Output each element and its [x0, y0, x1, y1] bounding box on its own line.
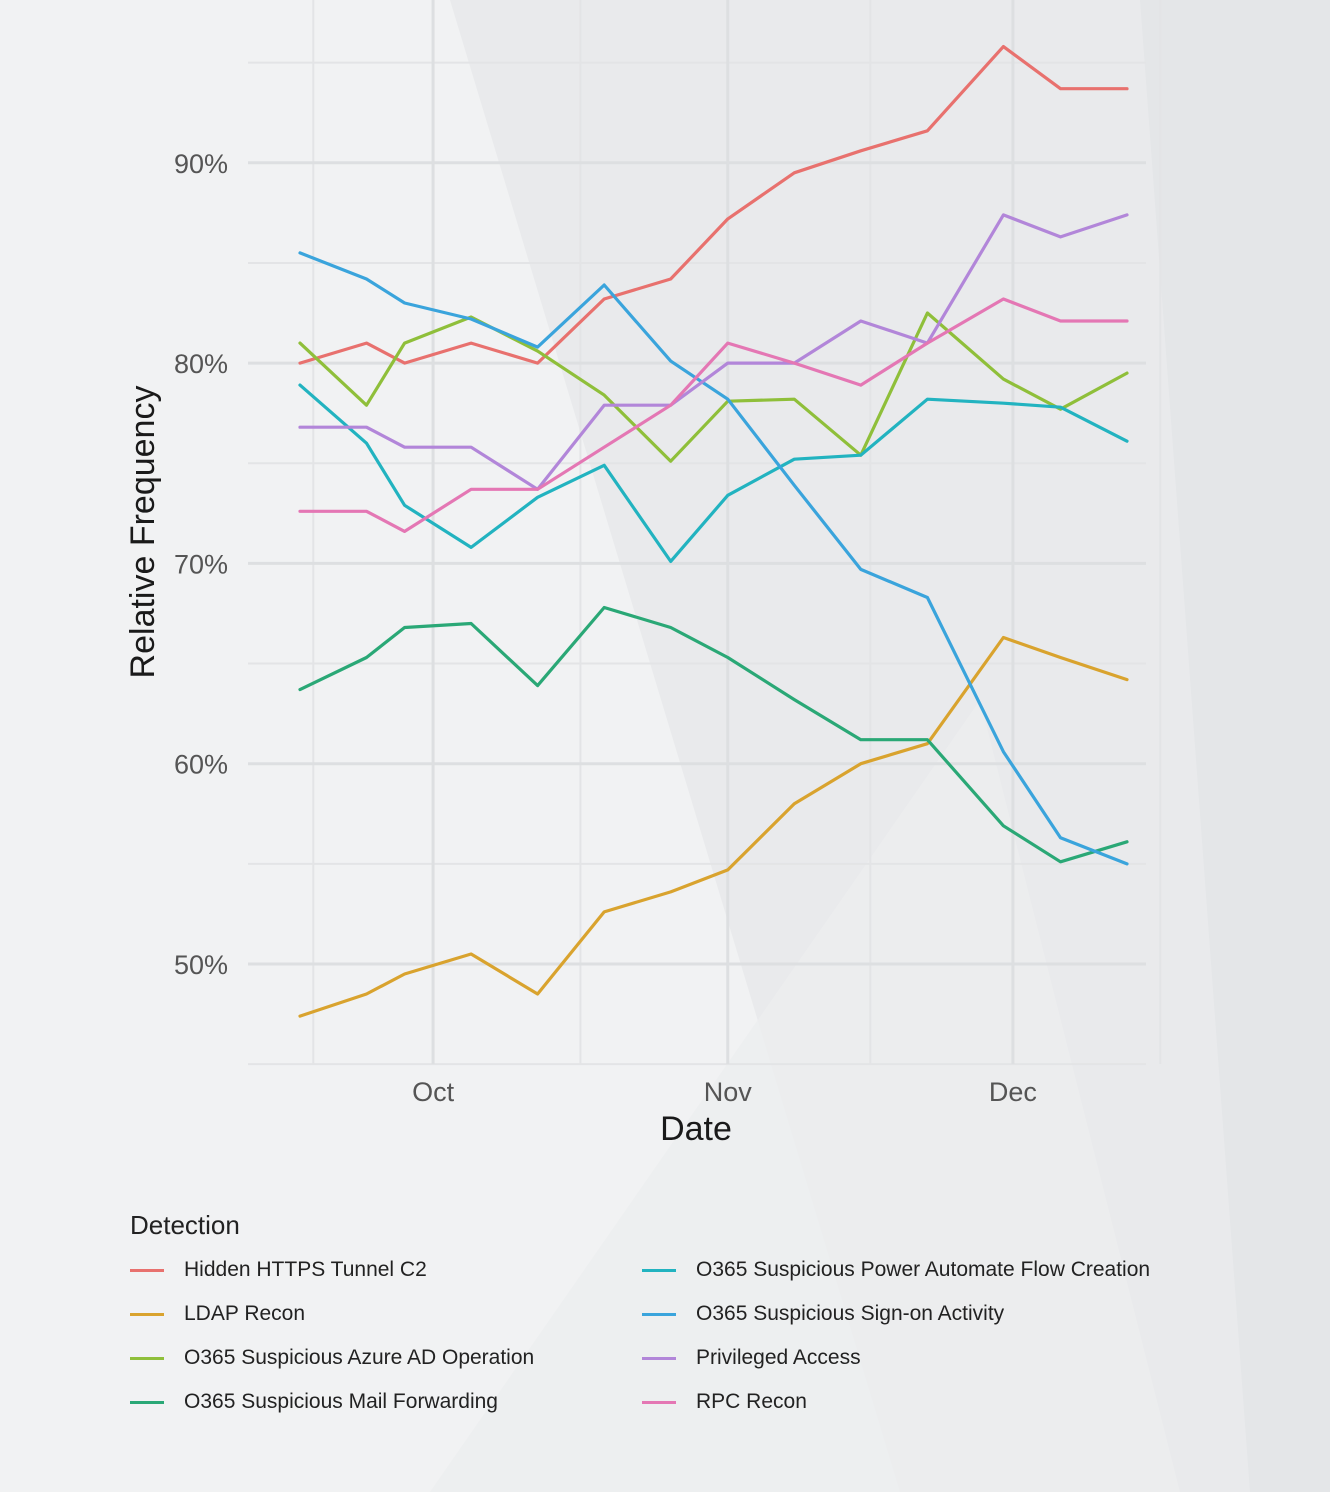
legend-label: O365 Suspicious Sign-on Activity	[696, 1302, 1005, 1325]
y-tick-label: 50%	[174, 950, 228, 980]
legend-item: O365 Suspicious Power Automate Flow Crea…	[642, 1255, 1202, 1285]
series-line-privileged-access	[298, 213, 1129, 491]
series-line-o365-suspicious-sign-on-activity	[298, 251, 1129, 866]
legend-item: Hidden HTTPS Tunnel C2	[130, 1255, 642, 1285]
legend-swatch	[642, 1268, 676, 1272]
legend-label: O365 Suspicious Power Automate Flow Crea…	[696, 1258, 1151, 1281]
x-axis-ticks: Oct Nov Dec	[412, 1077, 1037, 1107]
series-line-hidden-https-tunnel-c2	[298, 44, 1129, 365]
x-tick-label: Oct	[412, 1077, 455, 1107]
legend-swatch	[642, 1356, 676, 1360]
legend-swatch	[130, 1400, 164, 1404]
y-tick-label: 80%	[174, 349, 228, 379]
y-axis-ticks: 50% 60% 70% 80% 90%	[174, 149, 228, 980]
legend-label: O365 Suspicious Azure AD Operation	[184, 1346, 535, 1369]
legend-entries: Hidden HTTPS Tunnel C2 O365 Suspicious Po…	[130, 1255, 1290, 1417]
series-line-ldap-recon	[298, 635, 1129, 1018]
y-tick-label: 90%	[174, 149, 228, 179]
legend-label: LDAP Recon	[184, 1302, 306, 1325]
legend-swatch	[642, 1312, 676, 1316]
minor-gridlines	[248, 0, 1162, 1066]
legend-item: O365 Suspicious Mail Forwarding	[130, 1387, 642, 1417]
legend-item: O365 Suspicious Sign-on Activity	[642, 1299, 1202, 1329]
y-axis-title: Relative Frequency	[124, 386, 162, 679]
series-lines	[298, 44, 1129, 1018]
series-line-o365-suspicious-power-automate-flow-creation	[298, 383, 1129, 564]
legend-item: LDAP Recon	[130, 1299, 642, 1329]
legend: Detection Hidden HTTPS Tunnel C2 O365 Sus…	[130, 1210, 1290, 1417]
legend-swatch	[130, 1268, 164, 1272]
legend-item: RPC Recon	[642, 1387, 1202, 1417]
legend-label: Hidden HTTPS Tunnel C2	[184, 1258, 427, 1281]
legend-swatch	[130, 1356, 164, 1360]
series-line-o365-suspicious-azure-ad-operation	[298, 311, 1129, 463]
legend-label: RPC Recon	[696, 1390, 807, 1413]
x-axis-title: Date	[660, 1110, 732, 1148]
y-tick-label: 60%	[174, 750, 228, 780]
line-chart: 50% 60% 70% 80% 90% Oct Nov Dec Relative Frequ…	[124, 0, 1162, 1148]
legend-title: Detection	[130, 1210, 240, 1240]
series-line-rpc-recon	[298, 297, 1129, 534]
legend-label: O365 Suspicious Mail Forwarding	[184, 1390, 498, 1413]
series-line-o365-suspicious-mail-forwarding	[298, 605, 1129, 864]
legend-item: Privileged Access	[642, 1343, 1202, 1373]
legend-item: O365 Suspicious Azure AD Operation	[130, 1343, 642, 1373]
x-tick-label: Dec	[989, 1077, 1037, 1107]
x-tick-label: Nov	[704, 1077, 753, 1107]
legend-label: Privileged Access	[696, 1346, 861, 1369]
major-gridlines	[248, 0, 1146, 1064]
legend-swatch	[642, 1400, 676, 1404]
legend-swatch	[130, 1312, 164, 1316]
y-tick-label: 70%	[174, 549, 228, 579]
